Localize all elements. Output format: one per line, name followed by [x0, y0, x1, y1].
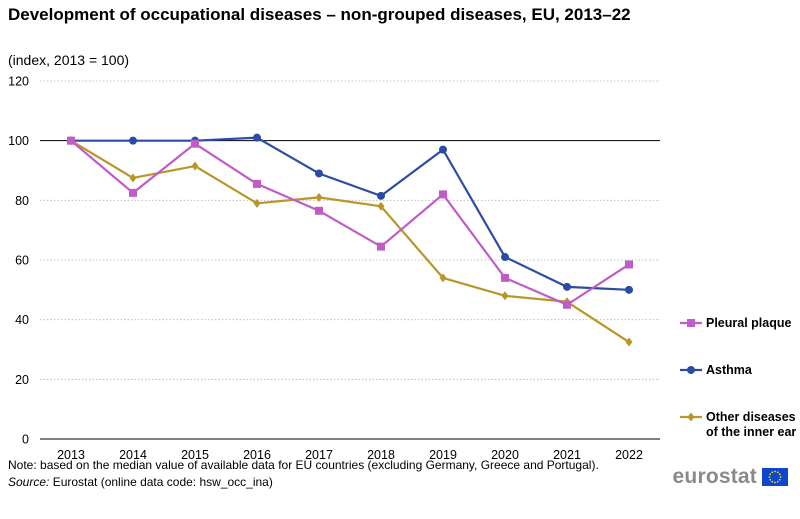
- data-point: [439, 145, 447, 154]
- eurostat-logo: eurostat: [673, 465, 788, 489]
- data-point: [315, 206, 323, 215]
- data-point: [253, 198, 261, 208]
- data-point: [67, 136, 75, 145]
- data-point: [625, 337, 633, 347]
- y-tick-label: 40: [15, 313, 29, 327]
- source-label: Source:: [8, 475, 50, 489]
- y-tick-label: 120: [8, 75, 29, 89]
- data-point: [191, 139, 199, 148]
- data-point: [253, 179, 261, 188]
- legend-label: Asthma: [706, 363, 753, 377]
- x-tick-label: 2015: [181, 448, 209, 462]
- x-tick-label: 2013: [57, 448, 85, 462]
- y-tick-label: 0: [22, 433, 29, 447]
- y-tick-label: 60: [15, 254, 29, 268]
- x-tick-label: 2016: [243, 448, 271, 462]
- legend-marker: [687, 366, 695, 374]
- data-point: [315, 169, 323, 178]
- data-point: [315, 192, 323, 202]
- data-point: [563, 282, 571, 291]
- footnote: Note: based on the median value of avail…: [8, 458, 599, 472]
- y-tick-label: 20: [15, 373, 29, 387]
- x-tick-label: 2018: [367, 448, 395, 462]
- data-point: [129, 188, 137, 197]
- x-tick-label: 2021: [553, 448, 581, 462]
- data-point: [625, 285, 633, 294]
- series-line: [71, 136, 630, 291]
- y-tick-label: 100: [8, 134, 29, 148]
- series-line: [70, 139, 630, 343]
- x-tick-label: 2022: [615, 448, 643, 462]
- chart-title: Development of occupational diseases – n…: [8, 5, 631, 24]
- data-point: [129, 173, 137, 183]
- data-point: [377, 242, 385, 251]
- data-point: [377, 201, 385, 211]
- chart-subtitle: (index, 2013 = 100): [8, 52, 130, 68]
- data-point: [501, 253, 509, 262]
- source-text: Eurostat (online data code: hsw_occ_ina): [49, 475, 273, 489]
- data-point: [501, 291, 509, 301]
- logo-text: eurostat: [672, 465, 757, 488]
- source-line: Source: Eurostat (online data code: hsw_…: [8, 474, 273, 490]
- data-point: [191, 161, 199, 171]
- eu-flag-icon: [762, 468, 788, 486]
- x-tick-label: 2019: [429, 448, 457, 462]
- data-point: [563, 300, 571, 309]
- x-tick-label: 2020: [491, 448, 519, 462]
- legend-marker: [687, 412, 695, 422]
- data-point: [439, 190, 447, 199]
- series-line: [70, 139, 630, 306]
- y-tick-label: 80: [15, 194, 29, 208]
- legend-label: Pleural plaque: [706, 316, 791, 330]
- data-point: [253, 133, 261, 142]
- legend-marker: [687, 319, 695, 327]
- data-point: [501, 273, 509, 282]
- data-point: [439, 273, 447, 283]
- x-tick-label: 2017: [305, 448, 333, 462]
- data-point: [625, 260, 633, 269]
- data-point: [377, 191, 385, 200]
- data-point: [129, 136, 137, 145]
- legend-label: Other diseases of the inner ear: [706, 410, 796, 439]
- x-tick-label: 2014: [119, 448, 147, 462]
